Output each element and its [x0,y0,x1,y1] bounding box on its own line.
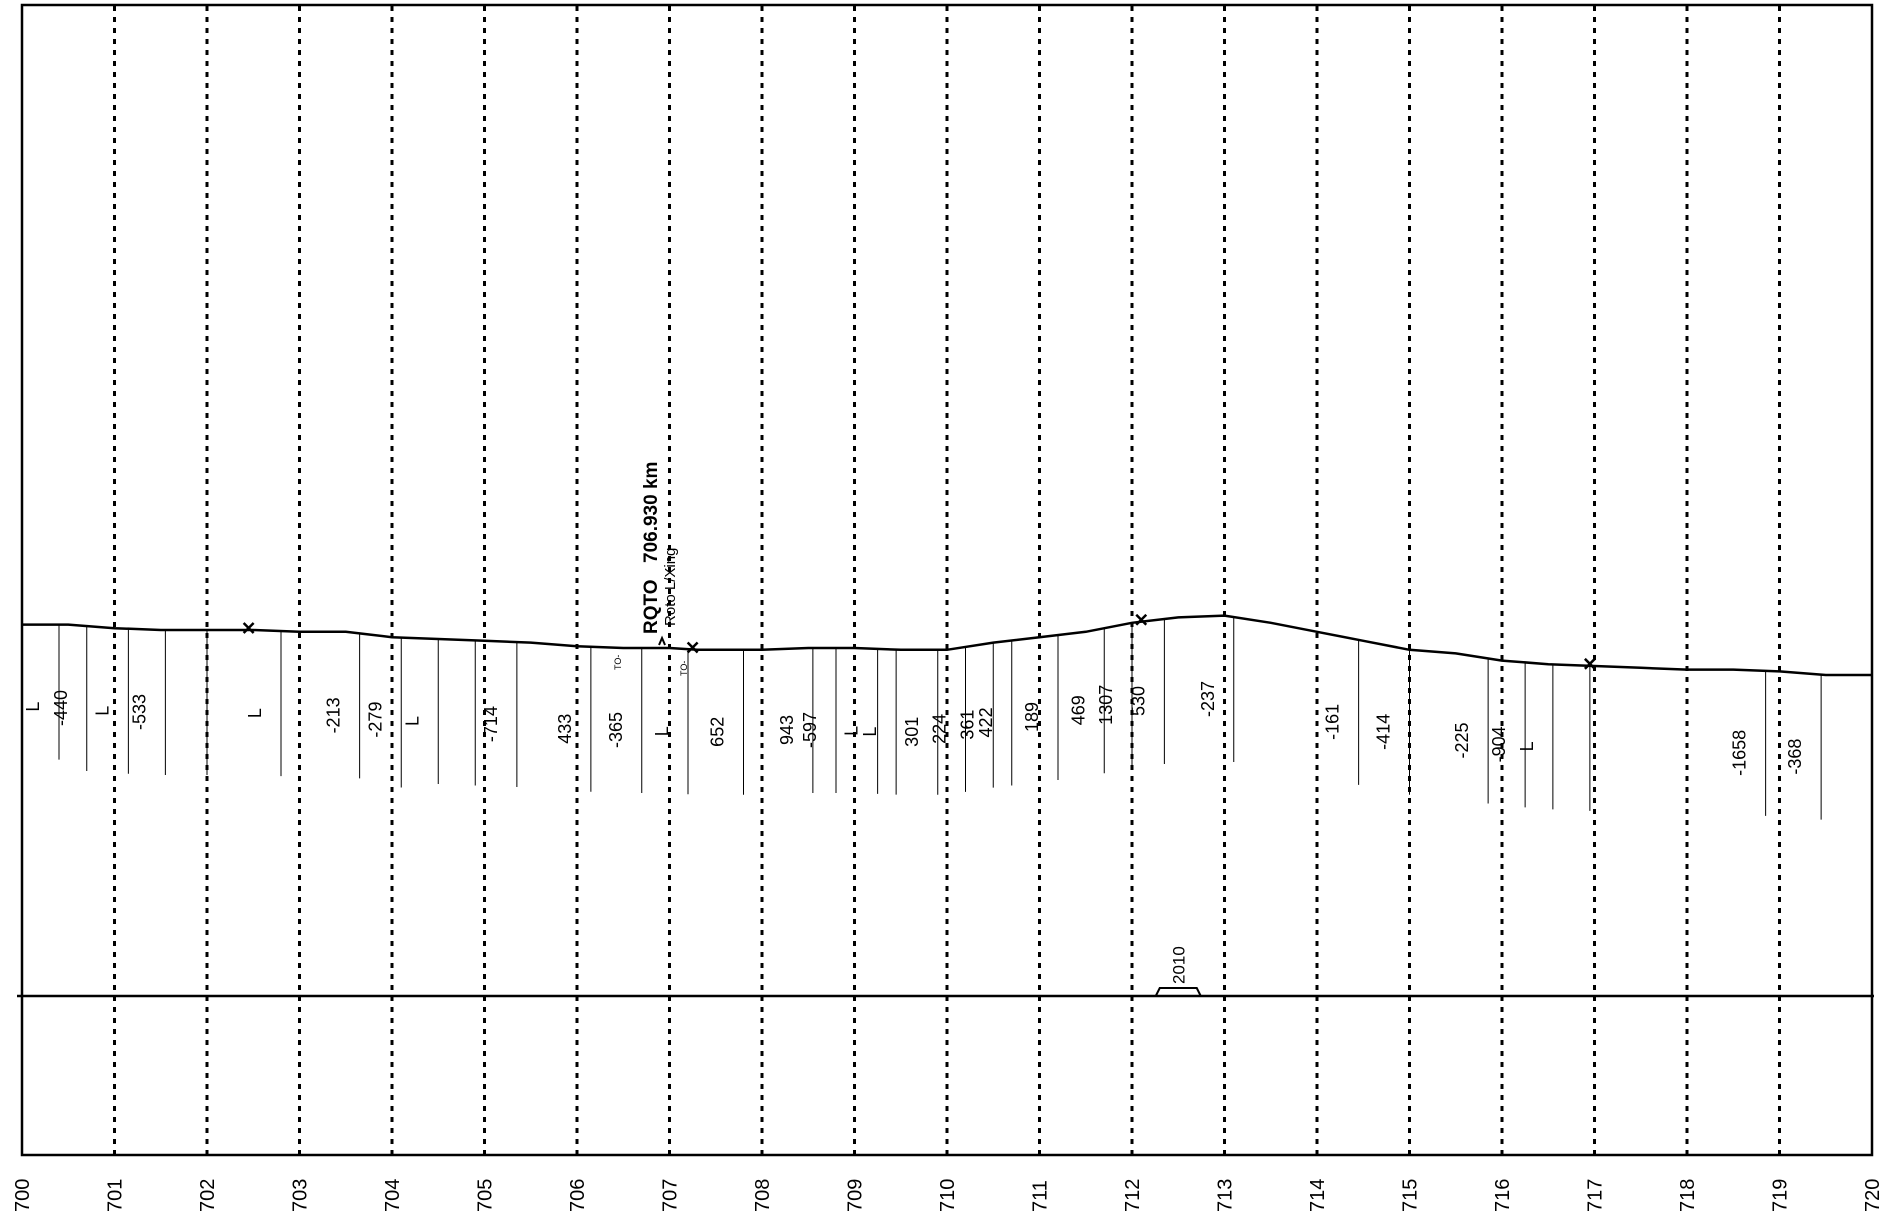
km-tick-label: 701 [105,1179,127,1212]
feature-label: 301 [902,717,922,747]
km-tick-label: 710 [937,1179,959,1212]
km-tick-label: 700 [12,1179,34,1212]
level-crossings [242,613,1596,670]
station-name: RQTO [641,579,662,634]
feature-label: 530 [1128,686,1148,716]
gradient-profile-line [22,614,1872,677]
km-tick-label: 705 [475,1179,497,1212]
gradient-features: L -440 L -533 L -213 -279 L -714 433 -365 L 652 943 -5… [23,617,1822,820]
feature-label: -225 [1452,722,1472,758]
bridge-icon [1154,987,1202,997]
km-grid-lines [113,6,1781,1154]
bridge-marker: 2010 [1154,946,1202,997]
km-tick-label: 707 [660,1179,682,1212]
feature-label: L [842,726,862,736]
feature-label: 224 [930,714,950,744]
km-tick-label: 711 [1030,1180,1052,1212]
level-crossing-icon [242,622,255,634]
feature-label: -279 [365,702,385,738]
feature-label: L [245,708,265,718]
station-chainage: 706.930 km [641,462,662,563]
km-tick-label: 717 [1585,1179,1607,1212]
km-tick-label: 713 [1215,1179,1237,1212]
feature-label: -213 [324,697,344,733]
feature-label: L [1517,741,1537,751]
km-tick-label: 716 [1492,1179,1514,1212]
km-tick-label: 712 [1122,1179,1144,1212]
feature-label: 469 [1068,695,1088,725]
km-tick-label: 708 [752,1179,774,1212]
turnout-label-right: TO- [679,661,689,676]
feature-label: 422 [976,707,996,737]
km-tick-label: 718 [1677,1179,1699,1212]
km-tick-labels: 700 701 702 703 704 705 706 707 708 709 710 711 712 7… [12,1179,1884,1212]
feature-label: L [23,702,43,712]
feature-label: -161 [1323,704,1343,740]
km-tick-label: 719 [1770,1179,1792,1212]
feature-label: 1307 [1096,685,1116,725]
station-marker-group: RQTO 706.930 km Roto L/Xing TO- TO- [613,462,689,676]
feature-label: -368 [1785,739,1805,775]
level-crossing-icon [1583,657,1596,670]
feature-label: L [860,727,880,737]
bridge-label: 2010 [1169,946,1188,984]
feature-label: -365 [606,712,626,748]
km-tick-label: 715 [1400,1179,1422,1212]
turnout-label-left: TO- [613,655,623,670]
feature-label: -904 [1489,726,1509,762]
station-subtitle: Roto L/Xing [662,548,679,626]
station-arrow-icon [658,635,666,646]
level-crossing-icon [1135,613,1148,626]
feature-label: 433 [555,714,575,744]
feature-label: 361 [957,710,977,740]
km-tick-label: 720 [1862,1179,1884,1212]
feature-label: -597 [800,712,820,748]
km-tick-label: 702 [197,1179,219,1212]
feature-label: 652 [708,717,728,747]
feature-label: -533 [129,694,149,730]
feature-label: 943 [777,715,797,745]
feature-label: 189 [1022,702,1042,732]
feature-label: -1658 [1730,730,1750,776]
feature-label: -414 [1374,714,1394,750]
level-crossing-icon [686,641,699,654]
km-tick-label: 709 [845,1179,867,1212]
feature-label: -440 [51,690,71,726]
feature-label: L [92,706,112,716]
feature-label: L [402,716,422,726]
feature-label: L [652,726,672,736]
feature-label: -714 [481,706,501,742]
km-tick-label: 704 [382,1179,404,1212]
km-tick-label: 703 [290,1179,312,1212]
km-tick-label: 706 [567,1179,589,1212]
diagram-frame [20,3,1874,1157]
km-tick-label: 714 [1307,1179,1329,1212]
feature-label: -237 [1198,681,1218,717]
